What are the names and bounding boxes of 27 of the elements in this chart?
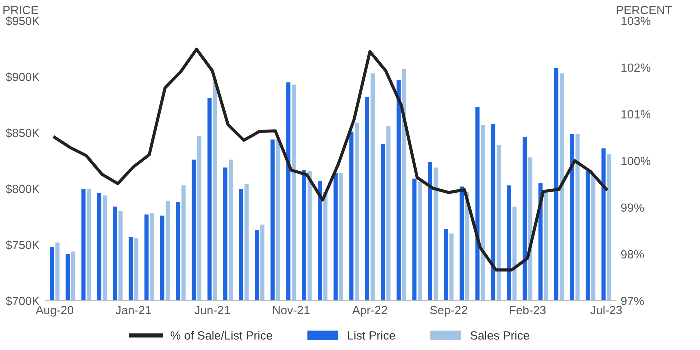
x-tick-label: Sep-22 (430, 306, 468, 317)
y2-axis-title: PERCENT (616, 6, 672, 14)
x-tick-label: Jan-21 (116, 306, 152, 315)
y-tick-label: $950K (6, 16, 40, 26)
x-tick-label: Jul-23 (590, 306, 622, 315)
x-tick-label: Nov-21 (273, 306, 310, 315)
y2-tick-label: 97% (621, 297, 644, 306)
x-tick-label: Apr-22 (352, 306, 388, 317)
y-tick-label: $800K (6, 184, 40, 194)
y2-tick-label: 103% (622, 17, 651, 26)
y-axis-title: PRICE (4, 6, 38, 14)
y2-tick-label: 98% (621, 250, 644, 259)
y-tick-label: $750K (6, 240, 40, 250)
y2-tick-label: 101% (622, 110, 651, 119)
x-tick-label: Jun-21 (194, 306, 230, 315)
legend-label: % of Sale/List Price (170, 331, 272, 340)
x-tick-label: Feb-23 (510, 306, 546, 315)
y2-tick-label: 102% (622, 64, 651, 72)
y-tick-label: $700K (6, 296, 40, 306)
legend-label: List Price (348, 331, 396, 340)
legend-label: Sales Price (470, 331, 530, 340)
x-tick-label: Aug-20 (36, 306, 74, 317)
y2-tick-label: 99% (621, 204, 644, 212)
line-series (53, 48, 608, 272)
y-tick-label: $850K (6, 128, 40, 138)
y2-tick-label: 100% (622, 157, 651, 166)
y-tick-label: $900K (6, 72, 40, 82)
